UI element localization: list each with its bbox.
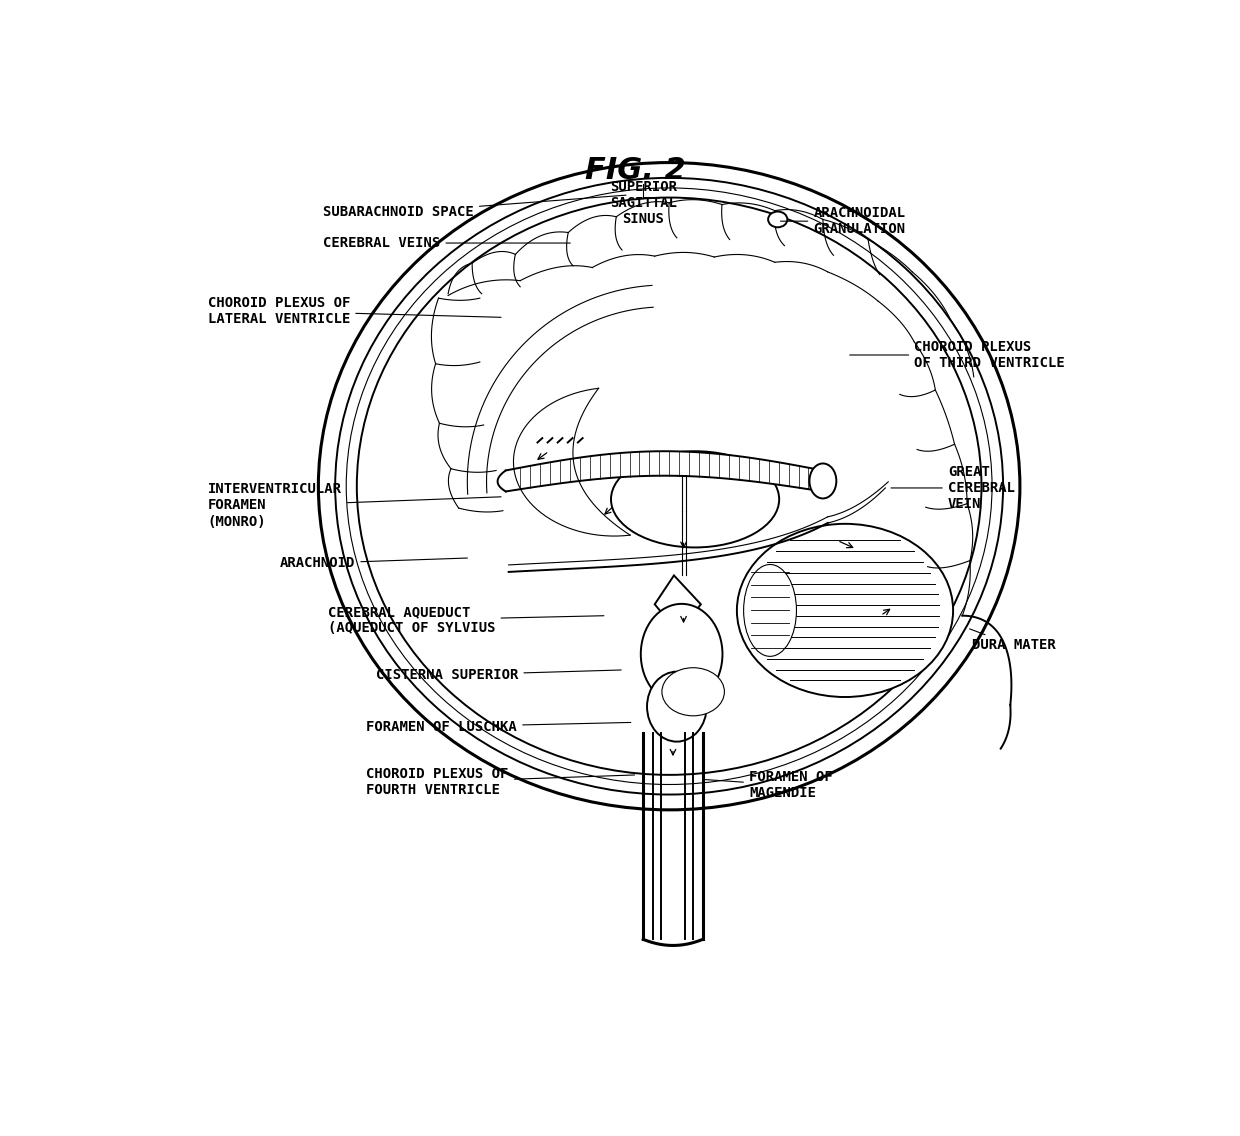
Ellipse shape: [611, 451, 779, 548]
Text: INTERVENTRICULAR
FORAMEN
(MONRO): INTERVENTRICULAR FORAMEN (MONRO): [208, 483, 501, 528]
Text: SUPERIOR
SAGITTAL
SINUS: SUPERIOR SAGITTAL SINUS: [610, 179, 677, 226]
Ellipse shape: [357, 198, 982, 775]
Text: ARACHNOIDAL
GRANULATION: ARACHNOIDAL GRANULATION: [780, 206, 905, 236]
Ellipse shape: [346, 187, 992, 785]
Text: SUBARACHNOID SPACE: SUBARACHNOID SPACE: [324, 195, 626, 219]
Text: FIG. 2: FIG. 2: [585, 156, 686, 184]
Text: CHOROID PLEXUS OF
FOURTH VENTRICLE: CHOROID PLEXUS OF FOURTH VENTRICLE: [367, 767, 635, 797]
Text: GREAT
CEREBRAL
VEIN: GREAT CEREBRAL VEIN: [892, 465, 1014, 511]
Text: CHOROID PLEXUS
OF THIRD VENTRICLE: CHOROID PLEXUS OF THIRD VENTRICLE: [849, 340, 1065, 370]
Text: CHOROID PLEXUS OF
LATERAL VENTRICLE: CHOROID PLEXUS OF LATERAL VENTRICLE: [208, 296, 501, 326]
Ellipse shape: [335, 178, 1003, 794]
Ellipse shape: [810, 463, 836, 499]
Ellipse shape: [737, 524, 954, 698]
Ellipse shape: [641, 604, 723, 704]
Polygon shape: [506, 451, 823, 492]
Polygon shape: [655, 576, 701, 633]
Ellipse shape: [647, 671, 707, 742]
Text: ARACHNOID: ARACHNOID: [280, 557, 467, 570]
Text: DURA MATER: DURA MATER: [970, 629, 1055, 652]
Text: CEREBRAL AQUEDUCT
(AQUEDUCT OF SYLVIUS: CEREBRAL AQUEDUCT (AQUEDUCT OF SYLVIUS: [327, 605, 604, 635]
Ellipse shape: [768, 211, 787, 227]
Text: FORAMEN OF LUSCHKA: FORAMEN OF LUSCHKA: [367, 720, 631, 734]
Text: FORAMEN OF
MAGENDIE: FORAMEN OF MAGENDIE: [703, 770, 832, 801]
Text: CISTERNA SUPERIOR: CISTERNA SUPERIOR: [376, 668, 621, 682]
Ellipse shape: [319, 162, 1019, 810]
Ellipse shape: [744, 565, 796, 657]
Text: CEREBRAL VEINS: CEREBRAL VEINS: [324, 236, 570, 250]
Ellipse shape: [662, 668, 724, 716]
